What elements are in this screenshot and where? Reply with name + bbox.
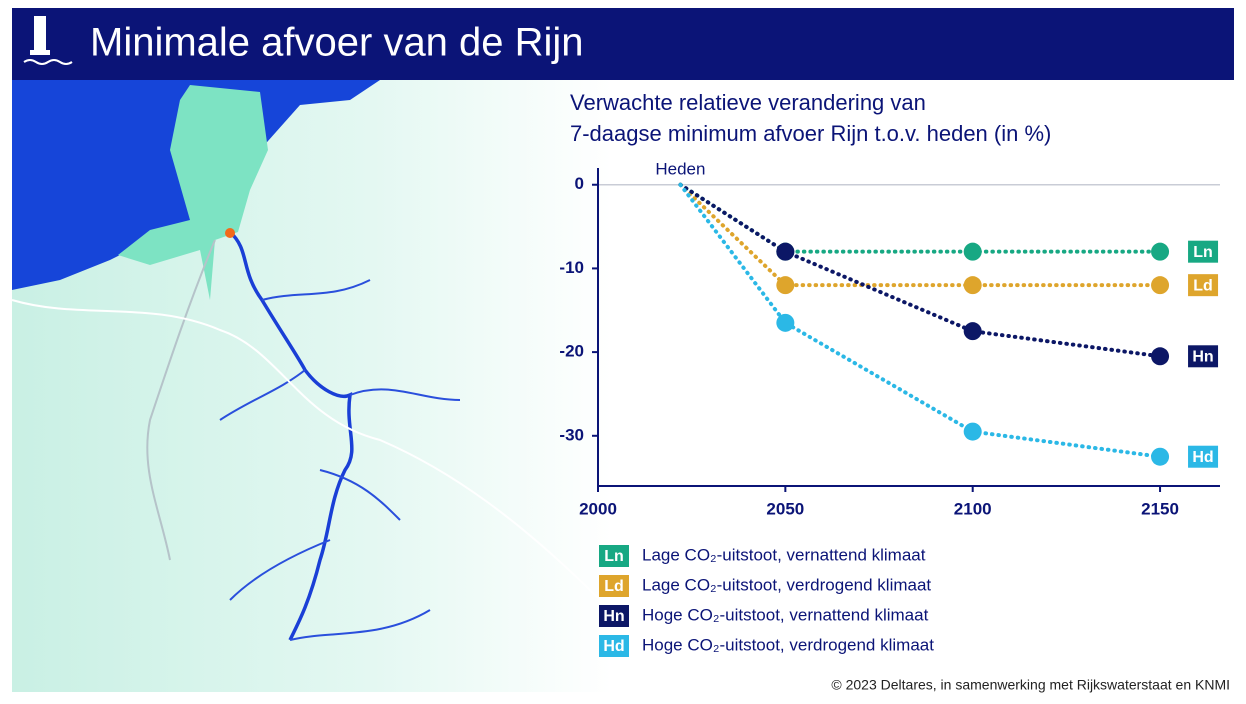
end-badge: [1188, 240, 1219, 263]
subtitle: 7-daagse minimum afvoer Rijn t.o.v. hede…: [570, 121, 1051, 146]
legend-badge-text: Ln: [604, 548, 624, 565]
lobith-marker: [225, 228, 235, 238]
point: [1151, 242, 1170, 261]
borders: [11, 299, 601, 601]
header: [12, 8, 1234, 80]
legend-badge: [599, 635, 629, 657]
legend-badge-text: Hd: [603, 638, 624, 655]
series-line: [678, 182, 1163, 459]
point: [963, 422, 982, 441]
point: [1151, 447, 1170, 466]
series-line: [678, 182, 1163, 254]
end-badge: [1188, 345, 1219, 368]
end-badge: [1188, 274, 1219, 297]
end-badge-text: Ln: [1193, 244, 1213, 261]
legend-label: Hoge CO₂-uitstoot, vernattend klimaat: [642, 605, 929, 624]
series-line: [678, 182, 1163, 288]
x-tick-label: 2000: [579, 499, 617, 518]
point: [776, 313, 795, 332]
y-tick-label: -30: [559, 425, 584, 444]
x-tick-label: 2050: [766, 499, 804, 518]
end-badge-text: Hn: [1192, 349, 1213, 366]
river-rhine: [228, 230, 354, 641]
legend-label: Hoge CO₂-uitstoot, verdrogend klimaat: [642, 635, 934, 654]
series-line: [678, 182, 1163, 359]
legend-badge-text: Ld: [604, 578, 624, 595]
point: [776, 276, 795, 295]
point: [963, 276, 982, 295]
header-icon: [23, 16, 73, 65]
point: [776, 242, 795, 261]
end-badge-text: Hd: [1192, 449, 1213, 466]
legend-badge: [599, 545, 629, 567]
y-tick-label: -10: [559, 258, 584, 277]
point: [1151, 276, 1170, 295]
point: [1151, 347, 1170, 366]
river-tributaries: [219, 279, 461, 641]
x-tick-label: 2150: [1141, 499, 1179, 518]
y-tick-label: 0: [575, 174, 584, 193]
end-badge: [1188, 445, 1219, 468]
netherlands: [118, 85, 268, 300]
legend-label: Lage CO₂-uitstoot, vernattend klimaat: [642, 545, 926, 564]
legend-badge: [599, 575, 629, 597]
legend-badge: [599, 605, 629, 627]
y-tick-label: -20: [559, 342, 584, 361]
x-tick-label: 2100: [954, 499, 992, 518]
subtitle: Verwachte relatieve verandering van: [570, 90, 926, 115]
point: [963, 242, 982, 261]
end-badge-text: Ld: [1193, 277, 1213, 294]
title: Minimale afvoer van de Rijn: [90, 21, 584, 65]
source: © 2023 Deltares, in samenwerking met Rij…: [831, 677, 1230, 693]
annotation: Heden: [655, 159, 705, 178]
map: [11, 80, 601, 641]
river-maas: [146, 239, 216, 561]
legend-label: Lage CO₂-uitstoot, verdrogend klimaat: [642, 575, 931, 594]
point: [963, 322, 982, 341]
legend-badge-text: Hn: [603, 608, 624, 625]
